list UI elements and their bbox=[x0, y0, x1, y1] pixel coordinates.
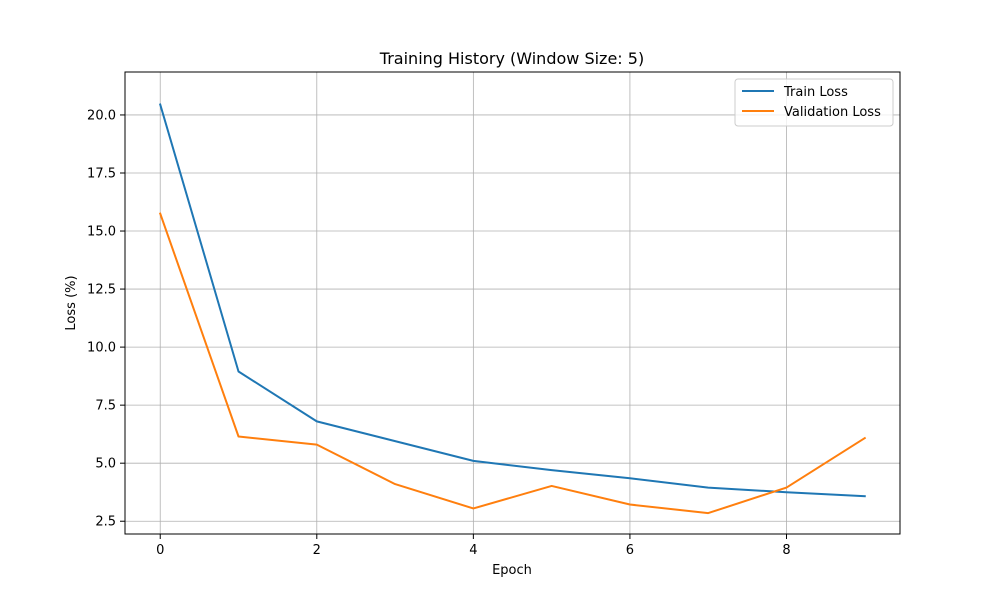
legend: Train Loss Validation Loss bbox=[734, 78, 894, 127]
y-tick-label: 5.0 bbox=[95, 457, 116, 472]
y-axis-ticks: 2.5 5.0 7.5 10.0 12.5 15.0 17.5 20.0 bbox=[87, 108, 125, 530]
y-tick-label: 17.5 bbox=[87, 166, 116, 181]
x-tick-label: 6 bbox=[626, 543, 634, 558]
y-axis-label: Loss (%) bbox=[64, 275, 79, 330]
legend-label-train-loss: Train Loss bbox=[783, 85, 848, 100]
y-tick-label: 2.5 bbox=[95, 515, 116, 530]
x-tick-label: 8 bbox=[782, 543, 790, 558]
y-tick-label: 12.5 bbox=[87, 283, 116, 298]
x-tick-label: 4 bbox=[469, 543, 477, 558]
y-tick-label: 10.0 bbox=[87, 341, 116, 356]
x-tick-label: 0 bbox=[156, 543, 164, 558]
legend-label-validation-loss: Validation Loss bbox=[784, 105, 881, 120]
x-tick-label: 2 bbox=[313, 543, 321, 558]
series-line-validation-loss bbox=[158, 212, 867, 515]
grid-lines bbox=[125, 72, 900, 534]
y-tick-label: 15.0 bbox=[87, 225, 116, 240]
data-series bbox=[158, 103, 867, 515]
x-axis-ticks: 0 2 4 6 8 bbox=[156, 534, 791, 558]
series-line-train-loss bbox=[158, 103, 866, 498]
chart-title: Training History (Window Size: 5) bbox=[379, 49, 644, 68]
y-tick-label: 7.5 bbox=[95, 399, 116, 414]
plot-frame bbox=[124, 71, 901, 535]
legend-box bbox=[734, 78, 894, 127]
y-tick-label: 20.0 bbox=[87, 108, 116, 123]
x-axis-label: Epoch bbox=[492, 563, 532, 578]
